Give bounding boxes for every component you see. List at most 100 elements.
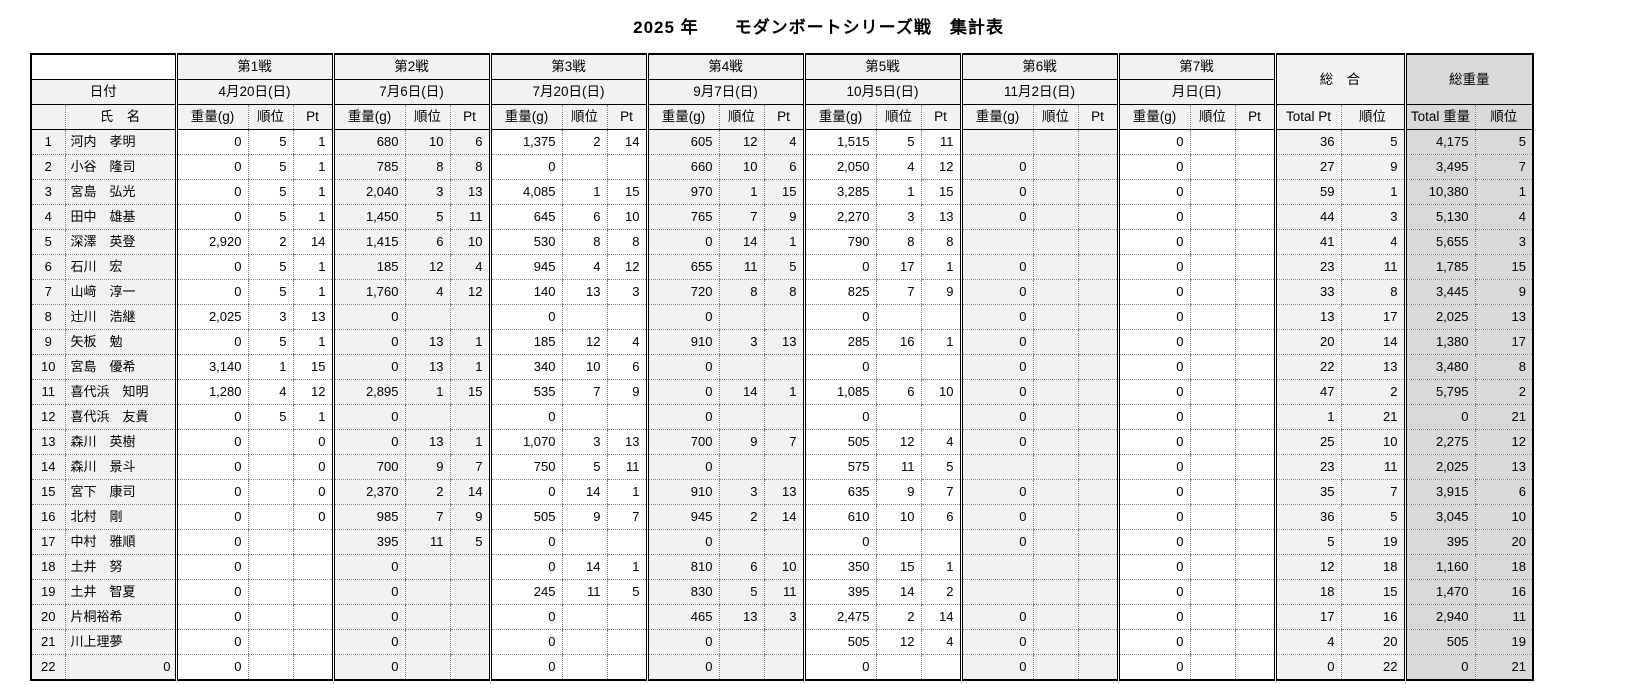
rank-cell <box>1189 254 1235 280</box>
rank-cell <box>1032 279 1078 305</box>
weight-cell: 2,050 <box>802 154 876 180</box>
weight-cell: 2,025 <box>174 304 248 330</box>
weight-cell: 810 <box>645 554 719 580</box>
rank-cell: 5 <box>718 579 764 605</box>
table-row: 8 辻川 浩継 2,025 3 13 0 0 0 0 0 0 13 17 2,025 13 <box>30 304 1533 330</box>
pt-cell <box>1234 279 1275 305</box>
pt-cell <box>1077 654 1118 681</box>
weight-cell: 0 <box>1116 154 1190 180</box>
pt-cell <box>1077 579 1118 605</box>
rank-cell: 14 <box>561 554 607 580</box>
total-pt-rank-cell: 19 <box>1340 529 1405 555</box>
pt-cell: 6 <box>449 129 490 155</box>
rank-cell: 10 <box>561 354 607 380</box>
pt-cell: 1 <box>292 179 333 205</box>
pt-cell <box>449 629 490 655</box>
header-row-date: 日付 4月20日(日) 7月6日(日) 7月20日(日) 9月7日(日) 10月5日(日)… <box>30 79 1533 105</box>
weight-cell: 0 <box>488 629 562 655</box>
pt-cell <box>1234 354 1275 380</box>
total-pt-cell: 36 <box>1273 504 1341 530</box>
pt-cell: 1 <box>292 204 333 230</box>
rank-header: 順位 <box>561 104 607 130</box>
rank-cell: 4 <box>247 379 293 405</box>
total-weight-col-header: Total 重量 <box>1403 104 1475 130</box>
pt-cell: 1 <box>449 354 490 380</box>
total-weight-cell: 2,940 <box>1403 604 1475 630</box>
pt-cell: 1 <box>292 154 333 180</box>
pt-cell: 14 <box>606 129 647 155</box>
weight-header: 重量(g) <box>959 104 1033 130</box>
pt-cell: 1 <box>920 254 961 280</box>
pt-cell: 10 <box>920 379 961 405</box>
weight-cell: 610 <box>802 504 876 530</box>
pt-cell: 8 <box>763 279 804 305</box>
weight-cell: 0 <box>331 629 405 655</box>
weight-cell: 1,450 <box>331 204 405 230</box>
rank-cell: 1 <box>404 379 450 405</box>
total-weight-cell: 5,655 <box>1403 229 1475 255</box>
table-row: 7 山﨑 淳一 0 5 1 1,760 4 12 140 13 3 720 8 8 825 7 9 0 0 33 8 3,… <box>30 279 1533 305</box>
weight-cell: 700 <box>645 429 719 455</box>
weight-cell: 285 <box>802 329 876 355</box>
name-cell: 中村 雅順 <box>64 529 176 555</box>
weight-cell: 0 <box>331 304 405 330</box>
name-cell: 宮島 弘光 <box>64 179 176 205</box>
total-pt-cell: 20 <box>1273 329 1341 355</box>
weight-cell: 0 <box>1116 554 1190 580</box>
rank-cell: 8 <box>875 229 921 255</box>
rank-cell: 3 <box>247 304 293 330</box>
pt-cell <box>1077 529 1118 555</box>
round-date: 11月2日(日) <box>959 79 1118 105</box>
pt-cell: 6 <box>763 154 804 180</box>
pt-cell: 5 <box>606 579 647 605</box>
rank-cell <box>1189 429 1235 455</box>
weight-cell: 245 <box>488 579 562 605</box>
rank-header: 順位 <box>1032 104 1078 130</box>
weight-cell <box>959 229 1033 255</box>
pt-header: Pt <box>1234 104 1275 130</box>
total-weight-cell: 3,045 <box>1403 504 1475 530</box>
weight-cell: 0 <box>174 429 248 455</box>
rank-cell <box>1189 654 1235 681</box>
pt-header: Pt <box>449 104 490 130</box>
weight-cell: 635 <box>802 479 876 505</box>
page-title: 2025 年 モダンボートシリーズ戦 集計表 <box>633 18 1004 37</box>
total-weight-rank-cell: 6 <box>1474 479 1533 505</box>
weight-cell: 0 <box>1116 204 1190 230</box>
name-cell: 森川 英樹 <box>64 429 176 455</box>
rank-cell <box>1032 304 1078 330</box>
pt-cell <box>920 354 961 380</box>
rank-cell: 8 <box>718 279 764 305</box>
total-pt-rank-cell: 18 <box>1340 554 1405 580</box>
weight-cell: 985 <box>331 504 405 530</box>
pt-cell: 1 <box>606 479 647 505</box>
table-row: 20 片桐裕希 0 0 0 465 13 3 2,475 2 14 0 0 17 16 2,940 11 <box>30 604 1533 630</box>
rank-cell <box>875 354 921 380</box>
rank-cell <box>561 529 607 555</box>
rank-cell <box>404 579 450 605</box>
weight-cell: 3,285 <box>802 179 876 205</box>
weight-cell: 1,375 <box>488 129 562 155</box>
pt-cell <box>449 654 490 681</box>
rank-cell <box>718 629 764 655</box>
weight-cell: 1,515 <box>802 129 876 155</box>
pt-cell: 1 <box>449 429 490 455</box>
weight-cell: 0 <box>174 654 248 681</box>
pt-cell <box>1234 379 1275 405</box>
pt-cell <box>449 579 490 605</box>
pt-cell <box>606 304 647 330</box>
round-date: 9月7日(日) <box>645 79 804 105</box>
weight-cell: 0 <box>331 654 405 681</box>
rank-cell: 2 <box>718 504 764 530</box>
weight-header: 重量(g) <box>1116 104 1190 130</box>
weight-cell: 530 <box>488 229 562 255</box>
pt-cell <box>1234 554 1275 580</box>
weight-cell: 0 <box>959 504 1033 530</box>
rank-cell: 4 <box>561 254 607 280</box>
pt-cell <box>920 529 961 555</box>
weight-cell: 910 <box>645 329 719 355</box>
name-cell: 田中 雄基 <box>64 204 176 230</box>
weight-header: 重量(g) <box>645 104 719 130</box>
weight-cell: 0 <box>331 579 405 605</box>
total-weight-rank-cell: 15 <box>1474 254 1533 280</box>
